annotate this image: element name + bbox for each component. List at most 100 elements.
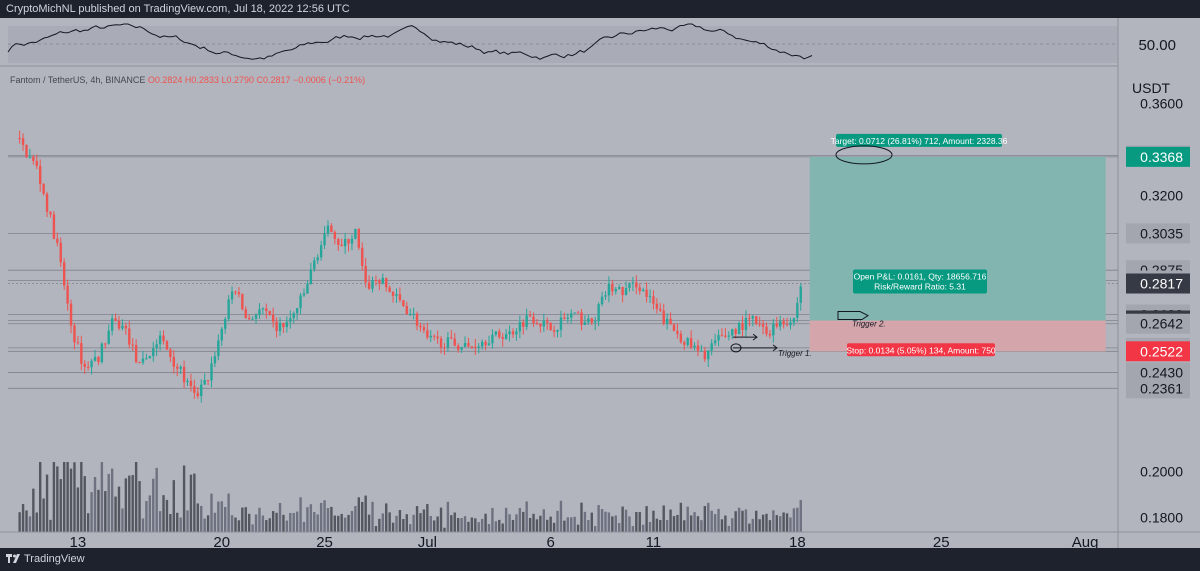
volume-bar xyxy=(203,518,206,532)
candle-body xyxy=(614,288,617,292)
candle-body xyxy=(463,342,467,347)
candle-body xyxy=(385,277,388,288)
candle-body xyxy=(409,313,412,315)
volume-bar xyxy=(600,509,604,532)
volume-bar xyxy=(611,516,614,532)
volume-bar xyxy=(453,512,456,532)
volume-bar xyxy=(741,510,744,532)
candle-body xyxy=(467,342,470,347)
volume-bar xyxy=(624,509,628,532)
candle-body xyxy=(645,289,648,298)
candle-body xyxy=(758,323,761,325)
candle-body xyxy=(484,341,487,346)
volume-bar xyxy=(110,468,114,532)
volume-bar xyxy=(200,505,203,532)
candle-body xyxy=(278,322,282,332)
candle-body xyxy=(241,294,244,310)
time-axis[interactable]: 13 20 25 Jul 6 11 18 25 Aug xyxy=(0,531,1200,548)
volume-bar xyxy=(93,476,97,532)
volume-bar xyxy=(621,506,624,532)
candle-body xyxy=(727,335,731,337)
volume-bar xyxy=(655,518,659,532)
candle-body xyxy=(772,323,775,336)
volume-bar xyxy=(597,505,600,532)
candle-body xyxy=(275,321,278,332)
price-tag-box xyxy=(1126,223,1190,244)
legend-field-4: C0.2817 xyxy=(257,75,294,85)
volume-bar xyxy=(28,516,32,532)
price-tag: 0.3035 xyxy=(1140,225,1183,241)
candle-body xyxy=(124,325,128,329)
candle-body xyxy=(217,340,220,357)
candle-body xyxy=(648,296,652,298)
candle-body xyxy=(460,346,463,350)
candle-body xyxy=(600,296,604,305)
publish-info: CryptoMichNL published on TradingView.co… xyxy=(6,3,350,15)
volume-bar xyxy=(354,506,357,532)
volume-bar xyxy=(799,500,802,532)
volume-bar xyxy=(720,519,724,532)
candle-body xyxy=(121,325,124,329)
volume-bar xyxy=(62,462,66,532)
volume-bar xyxy=(717,508,720,532)
volume-bar xyxy=(583,511,587,532)
candle-body xyxy=(655,303,659,309)
candle-body xyxy=(477,346,480,348)
tradingview-chart[interactable]: 50.00 Fantom / TetherUS, 4h, BINANCE O0.… xyxy=(0,18,1200,548)
candle-body xyxy=(186,380,189,383)
candle-body xyxy=(744,317,748,331)
candle-body xyxy=(779,321,782,327)
volume-bar xyxy=(251,524,254,532)
volume-bar xyxy=(542,509,546,532)
candle-body xyxy=(69,303,73,326)
volume-bar xyxy=(289,512,292,532)
candle-body xyxy=(796,302,799,318)
volume-bar xyxy=(409,524,412,532)
volume-bar xyxy=(731,518,734,532)
candle-body xyxy=(86,366,90,368)
volume-bar xyxy=(758,519,761,532)
volume-bar xyxy=(491,507,494,532)
volume-bar xyxy=(230,515,234,532)
volume-bar xyxy=(42,498,45,532)
candle-body xyxy=(357,228,361,248)
target-label-box xyxy=(836,133,1002,147)
volume-bar xyxy=(275,512,278,532)
pnl-line1: Open P&L: 0.0161, Qty: 18656.716 xyxy=(854,272,987,282)
candle-body xyxy=(97,356,100,363)
volume-bar xyxy=(309,504,313,532)
volume-bar xyxy=(439,507,443,532)
volume-bar xyxy=(734,511,737,532)
volume-bar xyxy=(395,515,398,532)
candle-body xyxy=(340,244,343,247)
volume-bar xyxy=(90,492,93,532)
volume-bar xyxy=(39,462,42,532)
volume-bar xyxy=(364,495,367,532)
legend-field-2: H0.2833 xyxy=(185,75,222,85)
candle-body xyxy=(323,233,326,246)
volume-bar xyxy=(635,511,638,532)
candle-body xyxy=(292,313,295,319)
volume-bar xyxy=(155,467,158,532)
candle-body xyxy=(141,358,145,363)
volume-bar xyxy=(49,519,52,532)
volume-bar xyxy=(69,468,73,532)
volume-bar xyxy=(700,520,703,532)
candle-body xyxy=(179,366,182,369)
volume-bar xyxy=(18,512,21,532)
volume-bar xyxy=(323,500,326,532)
price-tag: 0.3200 xyxy=(1140,187,1183,203)
candle-body xyxy=(28,156,32,158)
price-axis[interactable]: 0.36000.33740.33680.32000.30350.28750.28… xyxy=(1126,96,1190,526)
legend-field-3: L0.2790 xyxy=(221,75,256,85)
candle-body xyxy=(258,309,261,315)
candle-body xyxy=(313,260,316,270)
candle-body xyxy=(230,291,234,300)
volume-bar xyxy=(576,524,580,532)
volume-bar xyxy=(316,514,319,532)
candle-body xyxy=(792,317,796,323)
volume-bar xyxy=(494,521,498,532)
volume-bar xyxy=(549,516,552,532)
volume-bar xyxy=(686,506,689,532)
volume-bar xyxy=(710,510,713,532)
